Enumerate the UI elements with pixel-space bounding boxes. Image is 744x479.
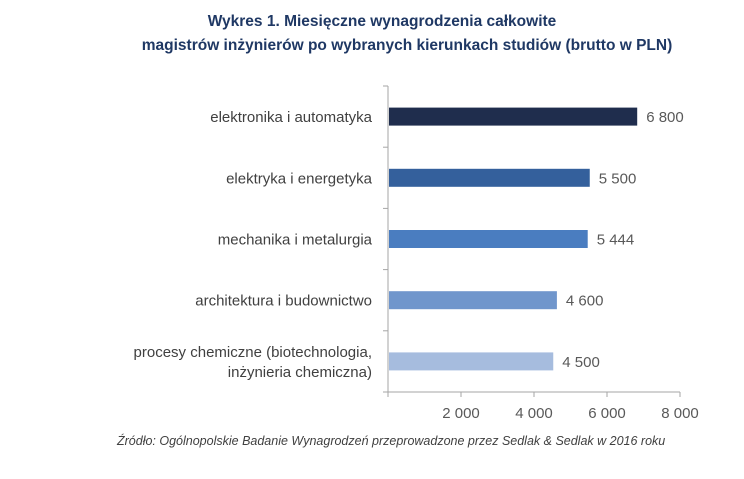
category-label: architektura i budownictwo bbox=[195, 293, 372, 310]
bar bbox=[389, 352, 554, 371]
bar bbox=[389, 168, 590, 187]
data-label: 4 500 bbox=[562, 354, 600, 371]
bar bbox=[389, 107, 638, 126]
chart-title: Wykres 1. Miesięczne wynagrodzenia całko… bbox=[0, 10, 744, 58]
chart-title-line-1: Wykres 1. Miesięczne wynagrodzenia całko… bbox=[207, 13, 557, 30]
data-label: 4 600 bbox=[566, 293, 604, 310]
source-note: Źródło: Ogólnopolskie Badanie Wynagrodze… bbox=[117, 434, 666, 448]
chart-title-line-2: magistrów inżynierów po wybranych kierun… bbox=[141, 37, 673, 54]
bar bbox=[389, 291, 557, 310]
x-tick-label: 6 000 bbox=[588, 405, 626, 422]
category-label: inżynieria chemiczna) bbox=[228, 364, 372, 381]
category-label: mechanika i metalurgia bbox=[218, 232, 373, 249]
data-label: 5 500 bbox=[599, 170, 637, 187]
category-label: elektryka i energetyka bbox=[226, 170, 373, 187]
data-label: 5 444 bbox=[597, 232, 635, 249]
data-label: 6 800 bbox=[646, 109, 684, 126]
x-tick-label: 4 000 bbox=[515, 405, 553, 422]
category-label: elektronika i automatyka bbox=[210, 109, 372, 126]
x-tick-label: 8 000 bbox=[661, 405, 699, 422]
bar bbox=[389, 230, 588, 248]
category-label: procesy chemiczne (biotechnologia, bbox=[134, 344, 372, 361]
x-tick-label: 2 000 bbox=[442, 405, 480, 422]
